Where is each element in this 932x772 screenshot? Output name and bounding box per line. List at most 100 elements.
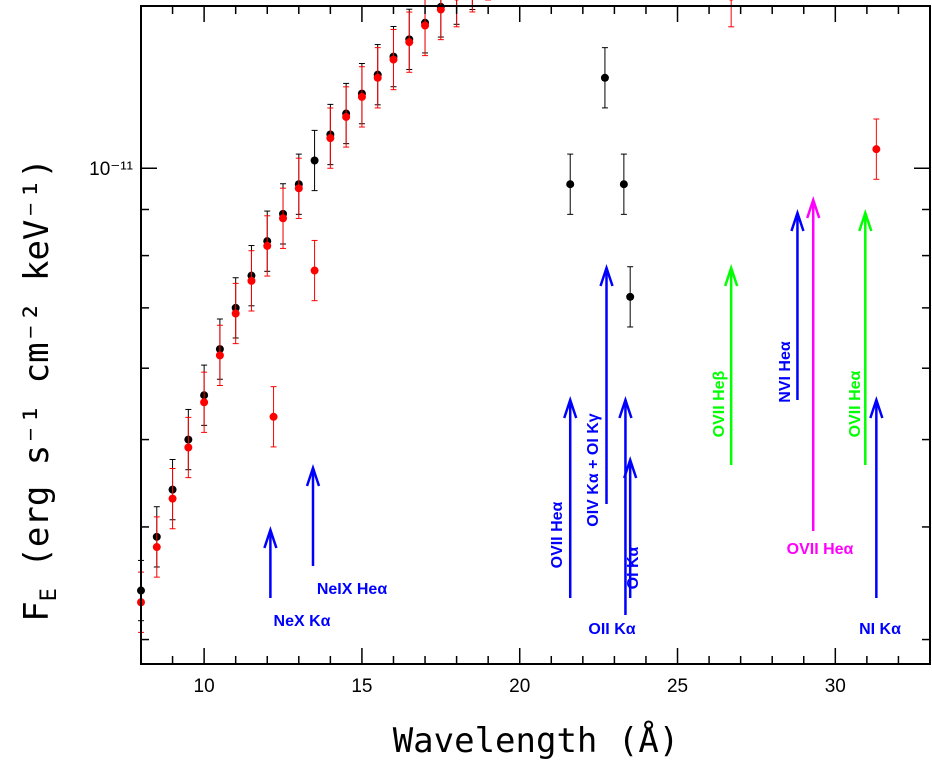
y-axis-title-main: F (17, 601, 57, 621)
data-point (247, 250, 256, 312)
data-point (389, 28, 398, 91)
data-point (600, 47, 609, 109)
data-point (200, 371, 209, 433)
data-point (310, 239, 319, 302)
annotation-arrow-head (263, 526, 278, 549)
data-point (152, 516, 161, 578)
marker (184, 443, 193, 452)
annotation-arrow-head (305, 464, 321, 487)
annotation-arrow-head (599, 264, 614, 287)
marker (619, 180, 628, 189)
marker (728, 0, 734, 1)
data-point (436, 0, 445, 41)
data-point (872, 118, 881, 180)
tick-layer: 10 15 20 25 30 10⁻¹¹ (89, 6, 931, 697)
marker (247, 276, 256, 285)
line-annotation: NeIX Heα (305, 464, 387, 598)
x-tick-label: 10 (194, 676, 215, 697)
marker (200, 398, 209, 407)
marker (294, 184, 303, 193)
line-annotation: OI Kα (622, 456, 642, 598)
data-layer (137, 0, 881, 633)
y-axis-title: FE (erg s⁻¹ cm⁻² keV⁻¹) (17, 158, 62, 622)
marker (231, 309, 240, 318)
marker (405, 38, 414, 47)
annotation-arrow-head (622, 456, 638, 479)
annotation-arrow-head (806, 196, 821, 219)
data-point (405, 11, 414, 73)
y-axis-title-rest: (erg s⁻¹ cm⁻² keV⁻¹) (17, 158, 57, 588)
annotation-arrow-head (563, 396, 578, 419)
line-annotation: OVII Heα (847, 209, 873, 465)
data-point (566, 153, 575, 215)
data-point (269, 386, 278, 448)
data-point (231, 282, 240, 345)
marker (436, 5, 445, 14)
data-point (619, 153, 628, 215)
line-annotation: NeX Kα (263, 526, 331, 630)
marker (626, 292, 635, 301)
marker (263, 241, 272, 250)
x-tick-label: 20 (509, 676, 530, 697)
data-point (469, 0, 476, 13)
annotation-arrow-head (869, 396, 884, 419)
line-annotation: OVII Heβ (711, 264, 739, 465)
data-point (357, 66, 366, 128)
line-annotation: OIV Kα + OI Kγ (585, 264, 614, 527)
marker (389, 55, 398, 64)
annotation-layer: NeX Kα NeIX Heα OVII Heα OIV Kα + OI Kγ OII … (263, 196, 901, 638)
marker (872, 145, 881, 154)
x-tick-label: 15 (351, 676, 372, 697)
data-point (626, 266, 635, 328)
annotation-label: OII Kα (588, 621, 635, 638)
data-point (168, 467, 177, 530)
marker (168, 494, 177, 503)
data-point (279, 187, 288, 249)
annotation-label: OVII Heα (549, 501, 566, 568)
annotation-label: OVII Heβ (711, 370, 728, 437)
marker (600, 73, 609, 82)
data-point (310, 129, 319, 192)
annotation-label: NI Kα (859, 621, 901, 638)
annotation-label: NeX Kα (274, 613, 331, 630)
y-tick-label: 10⁻¹¹ (89, 159, 133, 180)
line-annotation: NVI Heα (777, 209, 805, 403)
annotation-arrow-head (723, 264, 739, 287)
data-point (294, 157, 303, 219)
y-axis-title-subscript: E (37, 588, 62, 601)
annotation-label: OI Kα (625, 546, 642, 589)
annotation-arrow-head (858, 209, 873, 232)
marker (421, 21, 430, 30)
x-tick-label: 25 (667, 676, 688, 697)
marker (279, 214, 288, 223)
annotation-arrow-head (790, 209, 805, 232)
data-point (453, 0, 460, 28)
annotation-label: OVII Heα (847, 370, 864, 437)
annotation-arrow-head (618, 396, 633, 419)
marker (342, 112, 351, 121)
annotation-label: OIV Kα + OI Kγ (585, 413, 602, 527)
marker (357, 92, 366, 101)
x-axis-title: Wavelength (Å) (393, 720, 680, 761)
line-annotation: OII Kα (588, 396, 636, 638)
marker (454, 0, 459, 1)
data-point (184, 416, 193, 479)
data-point (263, 215, 272, 277)
x-tick-label: 30 (825, 676, 846, 697)
plot-frame (140, 5, 931, 665)
marker (152, 543, 161, 552)
data-point (728, 0, 735, 28)
data-point (326, 107, 335, 169)
marker (373, 73, 382, 82)
line-annotation: NI Kα (859, 396, 901, 638)
marker (310, 266, 319, 275)
data-point (342, 86, 351, 148)
annotation-label: NeIX Heα (317, 581, 387, 598)
annotation-label: OVII Heα (787, 541, 854, 558)
marker (269, 412, 278, 421)
data-point (373, 47, 382, 109)
marker (566, 180, 575, 189)
marker (215, 351, 224, 360)
line-annotation: OVII Heα (549, 396, 578, 598)
